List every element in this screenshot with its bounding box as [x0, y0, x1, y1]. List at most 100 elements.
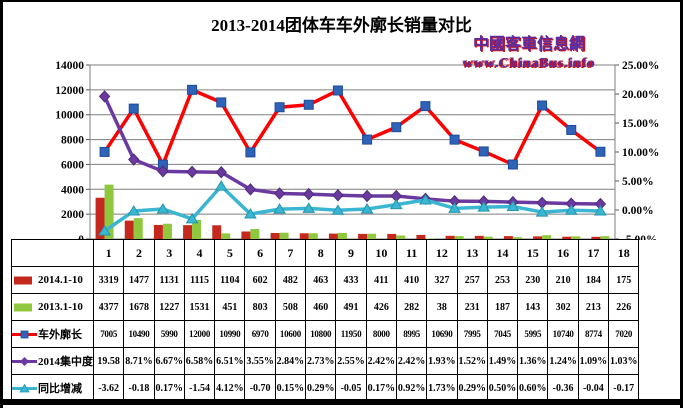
x-axis-category-label: 2	[123, 239, 155, 267]
table-cell: 2.42%	[365, 347, 397, 375]
marker-square	[507, 159, 518, 170]
bar-2013	[512, 237, 522, 239]
marker-triangle	[477, 201, 491, 212]
bar-2013	[192, 219, 202, 239]
legend-swatch-2013	[14, 303, 32, 311]
y-axis-label: 12000	[55, 85, 84, 97]
bar-2014	[562, 236, 572, 239]
table-cell: 1.09%	[577, 347, 610, 375]
table-cell: 5990	[153, 320, 185, 348]
table-cell: 8995	[395, 320, 428, 348]
table-cell: 2.84%	[274, 347, 307, 375]
legend-cell: 车外廓长	[11, 320, 94, 348]
table-cell: 0.17%	[153, 374, 185, 402]
table-cell: 1.03%	[608, 347, 640, 375]
marker-triangle	[273, 203, 286, 214]
marker-triangle	[448, 202, 461, 213]
table-cell: 2.73%	[305, 347, 337, 375]
table-cell: -3.62	[92, 374, 125, 402]
table-cell: 463	[305, 266, 337, 294]
y-axis-label: 4000	[61, 184, 84, 196]
table-cell: 210	[547, 266, 579, 294]
marker-triangle	[360, 203, 374, 214]
legend-label: 同比增减	[38, 383, 82, 395]
combo-chart: 14000 12000 10000 8000 6000 4000 2000 0 25.00% 20…	[55, 60, 659, 240]
table-cell: 411	[365, 266, 397, 294]
bar-2013	[483, 236, 493, 239]
watermark-line2: www.ChinaBus.info	[463, 55, 595, 70]
y2-axis-label: 0.00%	[622, 205, 654, 217]
marker-diamond	[186, 165, 198, 179]
x-axis-category-label: 7	[274, 239, 307, 267]
marker-diamond	[157, 165, 169, 178]
legend-entry: 车外廓长	[12, 326, 93, 342]
y2-axis-label: 15.00%	[622, 118, 659, 130]
table-cell: -0.17	[608, 374, 640, 402]
table-cell: 0.60%	[517, 374, 549, 402]
marker-triangle	[98, 225, 111, 236]
table-cell: 4.12%	[214, 374, 246, 402]
x-axis-category-label: 17	[577, 239, 610, 267]
watermark: 中國客車信息網 www.ChinaBus.info	[440, 35, 618, 72]
marker-triangle	[244, 208, 257, 219]
bar-2014	[299, 233, 309, 239]
table-cell: 1531	[183, 293, 216, 321]
marker-triangle	[127, 205, 141, 216]
table-cell: 3.55%	[244, 347, 276, 375]
table-cell: 175	[608, 266, 640, 294]
marker-square	[595, 146, 606, 157]
table-cell: 1227	[153, 293, 185, 321]
legend-label: 2013.1-10	[38, 301, 83, 313]
table-cell: 10990	[214, 320, 246, 348]
marker-triangle	[214, 180, 228, 191]
y2-axis-label: 25.00%	[622, 60, 659, 72]
legend-line-square-icon	[12, 330, 37, 338]
marker-diamond	[244, 183, 257, 196]
legend-cell: 2014集中度	[11, 347, 94, 375]
table-cell: 482	[274, 266, 307, 294]
table-cell: 426	[365, 293, 397, 321]
x-axis-category-label: 10	[365, 239, 397, 267]
bar-2013	[542, 235, 552, 239]
marker-triangle	[185, 212, 199, 224]
table-cell: 1477	[123, 266, 155, 294]
bar-2014	[358, 233, 368, 239]
bar-2013	[133, 218, 143, 239]
table-cell: 7045	[486, 320, 519, 348]
marker-square	[128, 103, 139, 114]
table-cell: 7020	[608, 320, 640, 348]
bar-2013	[104, 184, 114, 239]
table-cell: 8774	[577, 320, 610, 348]
y-axis-label: 14000	[55, 60, 84, 72]
category-header-row: 1 2 3 4 5 6 7 8 9 10 11 12 13 14 15 16 17 18	[11, 239, 640, 267]
table-cell: 803	[244, 293, 276, 321]
table-row: 车外廓长 7005 10490 5990 12000 10990 6970 10600 1080…	[11, 320, 640, 348]
legend-entry: 2013.1-10	[13, 301, 93, 313]
table-cell: 10690	[426, 320, 458, 348]
table-cell: 410	[395, 266, 428, 294]
table-corner-cell	[11, 239, 94, 267]
bar-2014	[387, 233, 397, 239]
bar-2013	[571, 236, 581, 239]
legend-label: 2014集中度	[38, 356, 93, 368]
bar-2014	[474, 235, 484, 239]
marker-triangle	[535, 206, 549, 217]
bar-2014	[212, 225, 222, 239]
data-table: 1 2 3 4 5 6 7 8 9 10 11 12 13 14 15 16 17 18 2014.1-10 3319…	[11, 239, 640, 402]
y-axis-label: 2000	[61, 209, 84, 221]
legend-line-diamond-icon	[12, 356, 37, 366]
table-cell: 0.29%	[305, 374, 337, 402]
table-cell: 6.51%	[214, 347, 246, 375]
legend-swatch-2014	[14, 276, 32, 284]
table-cell: 7995	[456, 320, 488, 348]
bar-2014	[416, 234, 426, 239]
bar-2014	[241, 231, 251, 239]
table-cell: 230	[517, 266, 549, 294]
bar-2014	[503, 236, 513, 239]
table-cell: 282	[395, 293, 428, 321]
table-cell: 1.73%	[426, 374, 458, 402]
table-cell: 8.71%	[123, 347, 155, 375]
table-cell: 38	[426, 293, 458, 321]
table-cell: 4377	[92, 293, 125, 321]
table-cell: 6.67%	[153, 347, 185, 375]
